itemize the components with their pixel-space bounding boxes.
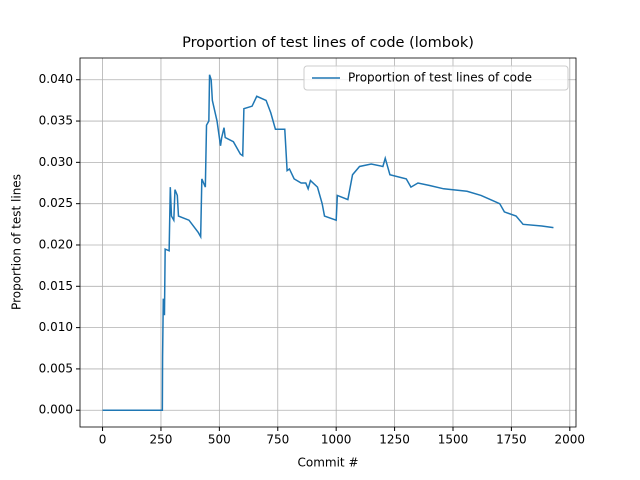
legend-box — [303, 65, 569, 91]
y-tick-label: 0.005 — [39, 361, 73, 375]
x-tick-label: 1500 — [438, 433, 469, 447]
x-tick-label: 500 — [208, 433, 231, 447]
data-line — [102, 74, 554, 411]
y-tick-label: 0.020 — [39, 237, 73, 251]
x-tick-label: 0 — [99, 433, 107, 447]
y-axis-label: Proportion of test lines — [10, 174, 24, 310]
x-tick-label: 2000 — [555, 433, 586, 447]
y-tick-label: 0.025 — [39, 196, 73, 210]
x-tick-label: 1000 — [321, 433, 352, 447]
plot-frame — [79, 57, 577, 428]
y-tick-label: 0.015 — [39, 279, 73, 293]
y-tick-label: 0.040 — [39, 72, 73, 86]
x-axis-label: Commit # — [297, 456, 358, 470]
y-tick-label: 0.000 — [39, 403, 73, 417]
y-tick-label: 0.035 — [39, 114, 73, 128]
legend-label: Proportion of test lines of code — [348, 71, 532, 85]
y-tick-label: 0.030 — [39, 155, 73, 169]
x-tick-label: 250 — [150, 433, 173, 447]
x-tick-label: 750 — [266, 433, 289, 447]
x-tick-label: 1750 — [496, 433, 527, 447]
chart-title: Proportion of test lines of code (lombok… — [182, 35, 474, 51]
y-tick-label: 0.010 — [39, 320, 73, 334]
x-tick-label: 1250 — [379, 433, 410, 447]
